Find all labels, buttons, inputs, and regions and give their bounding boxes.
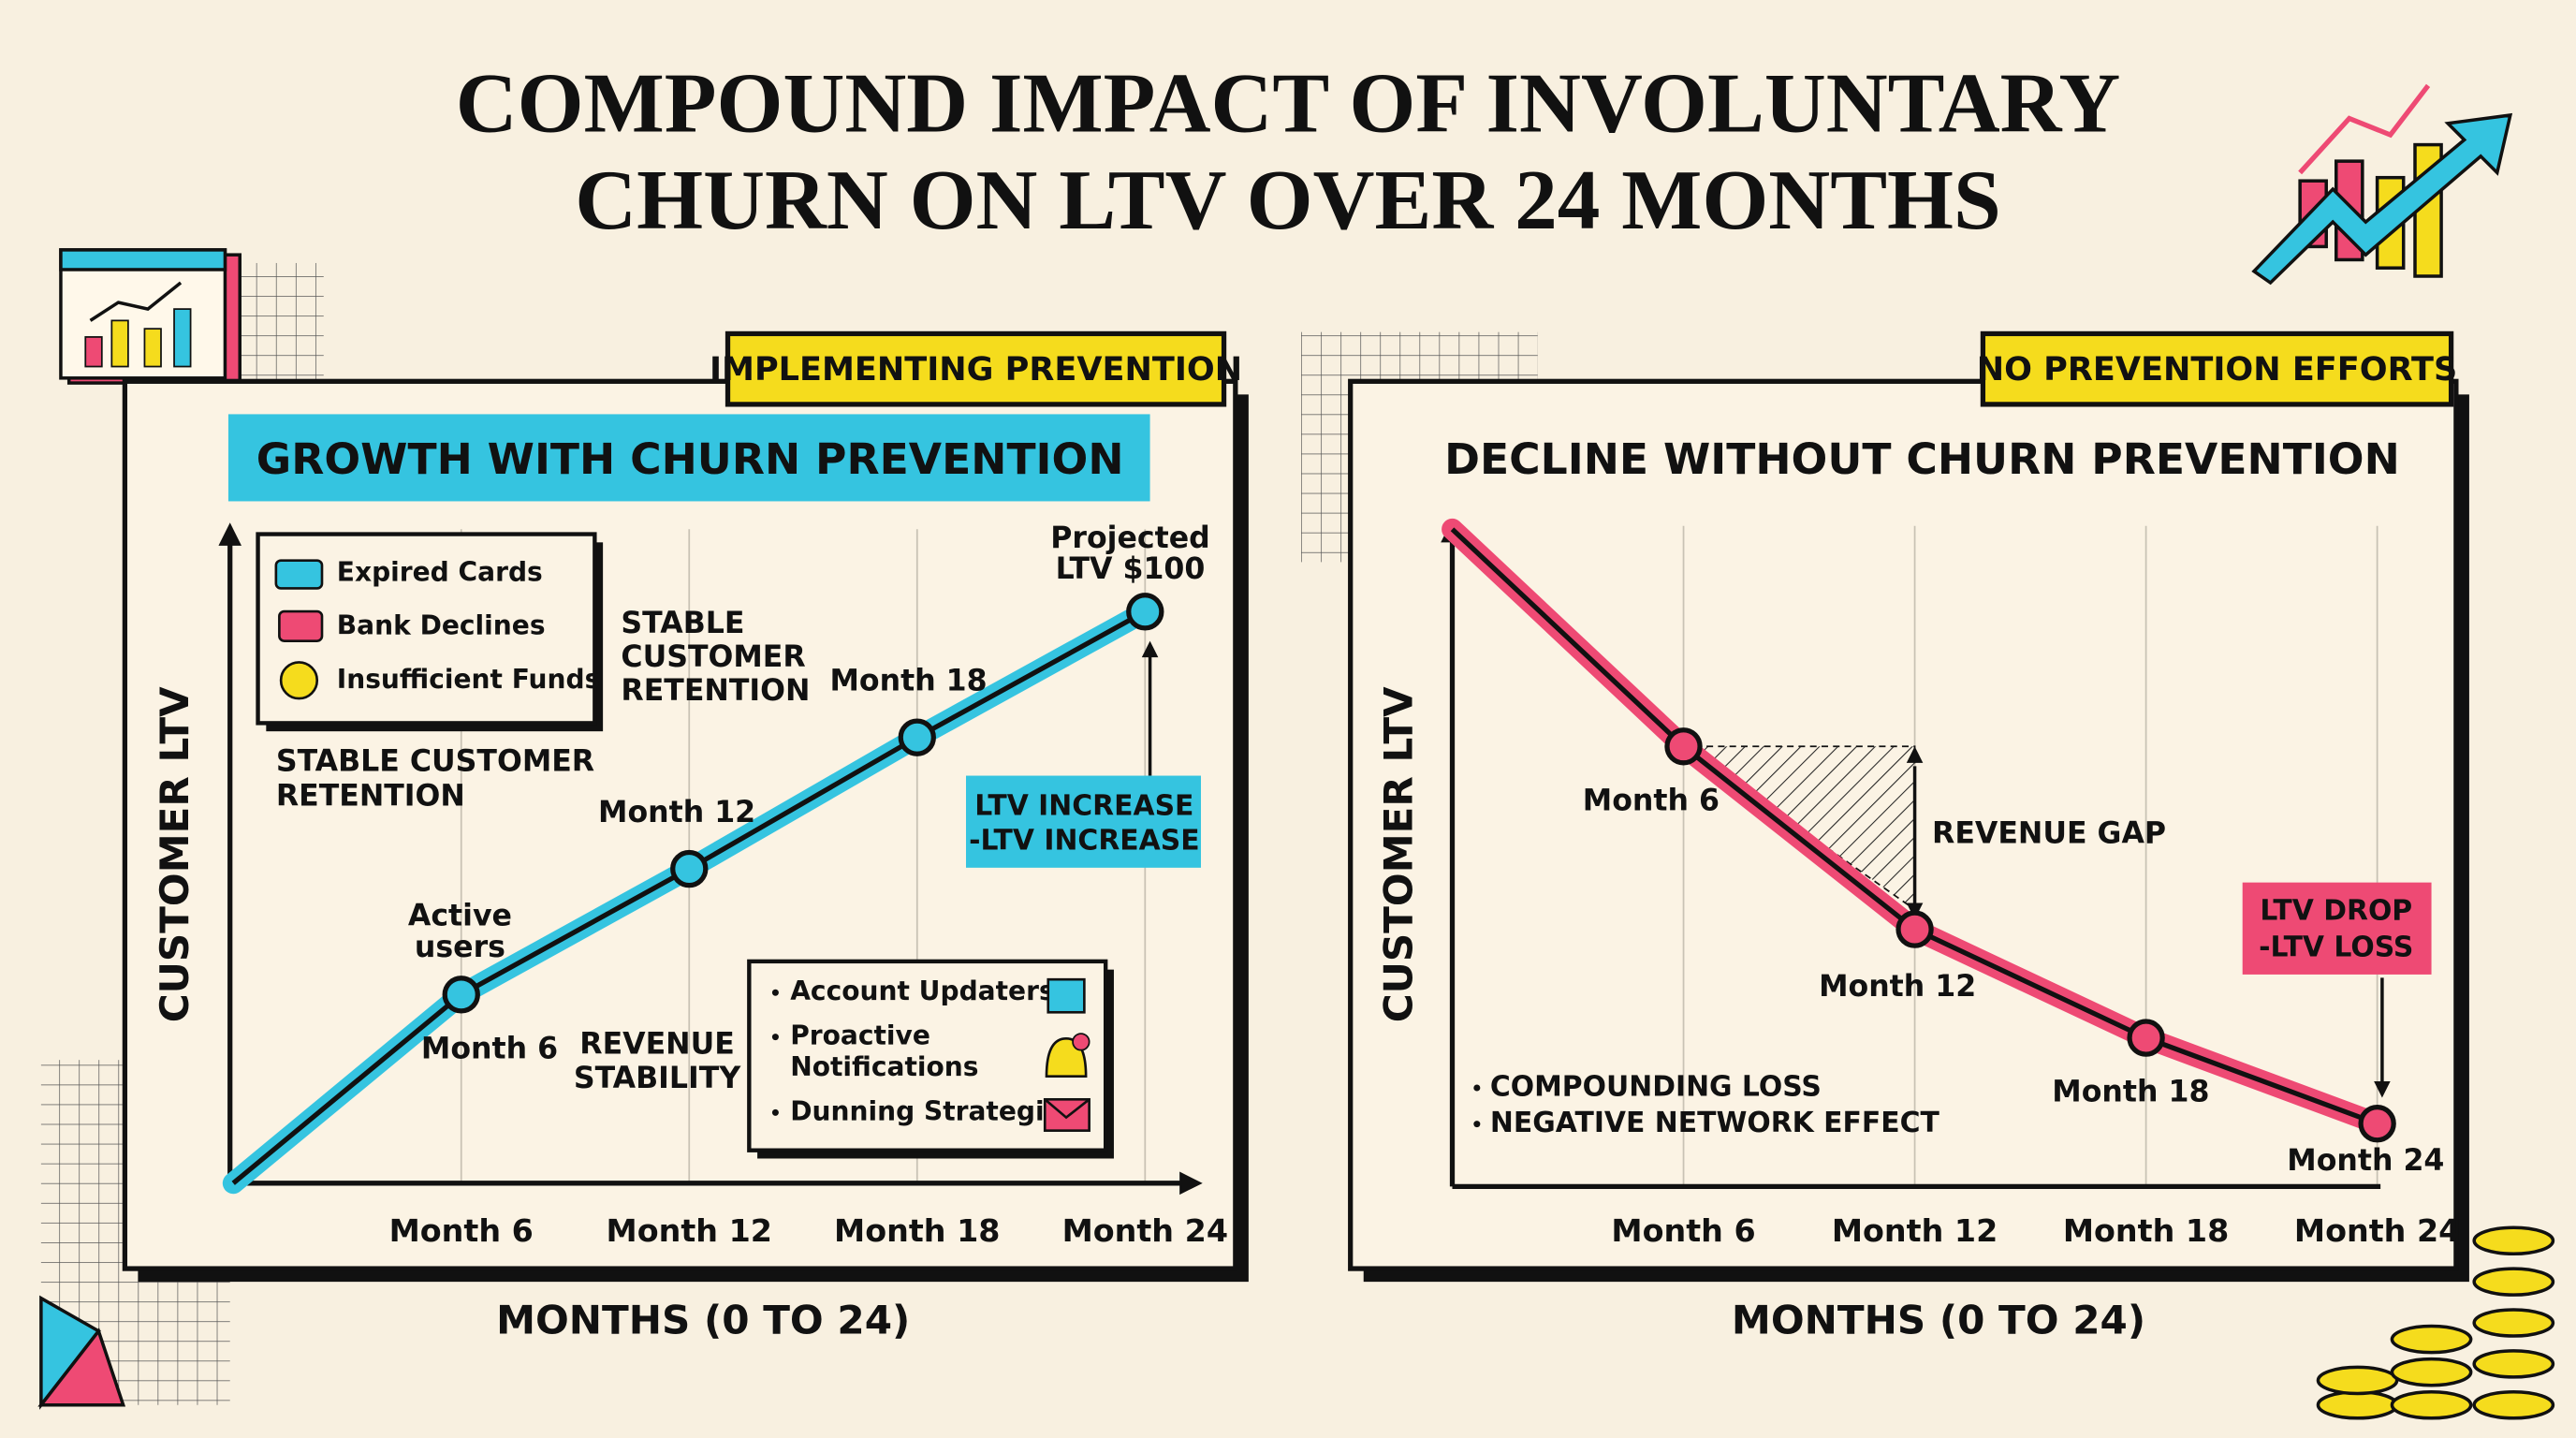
page-title: CHURN ON LTV OVER 24 MONTHS: [575, 153, 2001, 247]
annotation: Month 18: [830, 665, 988, 698]
x-axis-label: MONTHS (0 TO 24): [1732, 1297, 2145, 1343]
y-axis-label: CUSTOMER LTV: [152, 686, 198, 1022]
tactic: Proactive: [790, 1020, 930, 1051]
tactic: Dunning Strategies: [790, 1095, 1077, 1126]
x-tick-label: Month 24: [1062, 1212, 1228, 1249]
bullet: [771, 1108, 779, 1116]
arrow-head: [2374, 1081, 2391, 1098]
annotation: STABILITY: [574, 1062, 741, 1095]
callout-box: [2242, 882, 2432, 975]
legend-icon: [278, 609, 324, 642]
data-point: [2127, 1019, 2165, 1057]
bullet: [771, 989, 779, 996]
x-tick-label: Month 18: [834, 1212, 1000, 1249]
data-point: [670, 849, 709, 888]
legend-icon: [274, 559, 324, 590]
callout: LTV INCREASE: [974, 789, 1193, 822]
x-tick-label: Month 12: [1832, 1212, 1998, 1249]
note: COMPOUNDING LOSS: [1490, 1071, 1822, 1104]
arrow-head: [1141, 640, 1159, 658]
data-point: [2358, 1104, 2396, 1143]
data-point: [898, 718, 936, 756]
x-tick-label: Month 18: [2063, 1212, 2229, 1249]
annotation: REVENUE GAP: [1932, 817, 2166, 851]
tactic-icon: [1072, 1033, 1090, 1051]
arrow-head: [1906, 746, 1924, 763]
x-axis-label: MONTHS (0 TO 24): [496, 1297, 910, 1343]
annotation: Month 6: [421, 1033, 558, 1066]
tactic: Account Updaters: [790, 976, 1054, 1006]
x-tick-label: Month 6: [389, 1212, 534, 1249]
legend-label: Bank Declines: [337, 610, 546, 641]
annotation: Month 12: [598, 796, 755, 829]
bullet: [1473, 1084, 1481, 1092]
annotation: REVENUE: [579, 1027, 735, 1061]
annotation: RETENTION: [621, 674, 810, 708]
deco-coins: [2316, 1225, 2555, 1420]
data-point: [1126, 593, 1164, 631]
legend-label: Expired Cards: [337, 557, 543, 588]
deco-trend: [2251, 83, 2513, 286]
callout: -LTV INCREASE: [969, 824, 1200, 857]
title-box: [227, 414, 1150, 502]
annotation: Month 6: [1583, 785, 1720, 818]
legend-icon: [279, 661, 319, 700]
tactic: Notifications: [790, 1051, 978, 1082]
legend-label: Insufficient Funds: [337, 664, 601, 695]
note: NEGATIVE NETWORK EFFECT: [1490, 1107, 1940, 1139]
annotation: CUSTOMER: [621, 640, 805, 674]
chart-title: GROWTH WITH CHURN PREVENTION: [256, 434, 1124, 484]
data-point: [1895, 910, 1934, 948]
data-point: [442, 976, 480, 1014]
bullet: [1473, 1121, 1481, 1128]
x-tick-label: Month 12: [607, 1212, 772, 1249]
annotation: users: [415, 931, 505, 964]
y-axis-label: CUSTOMER LTV: [1376, 686, 1422, 1022]
badge-box: [1980, 330, 2454, 407]
annotation: Month 18: [2052, 1075, 2209, 1108]
arrow-head: [218, 522, 242, 546]
tactic-icon: [1044, 1098, 1090, 1120]
x-tick-label: Month 24: [2294, 1212, 2460, 1249]
annotation: Projected: [1050, 521, 1210, 555]
badge-box: [724, 330, 1227, 407]
annotation: Month 24: [2287, 1144, 2444, 1178]
arrow-head: [1179, 1171, 1203, 1196]
badge: IMPLEMENTING PREVENTION: [710, 350, 1242, 389]
chart-title: DECLINE WITHOUT CHURN PREVENTION: [1444, 434, 2400, 484]
annotation: Month 12: [1819, 970, 1976, 1004]
deco-shape: [37, 1328, 126, 1407]
callout-box: [966, 775, 1201, 868]
tactic-icon: [1046, 977, 1086, 1014]
annotation: STABLE: [621, 607, 744, 640]
page-title: COMPOUND IMPACT OF INVOLUNTARY: [456, 55, 2120, 150]
annotation: LTV $100: [1056, 552, 1206, 586]
callout: -LTV LOSS: [2259, 931, 2413, 963]
deco-window: [59, 248, 242, 385]
annotation: Active: [408, 899, 512, 932]
annotation: STABLE CUSTOMER: [276, 745, 594, 779]
data-point: [1664, 727, 1703, 766]
callout: LTV DROP: [2260, 895, 2412, 928]
badge: NO PREVENTION EFFORTS: [1977, 350, 2457, 389]
annotation: RETENTION: [276, 779, 465, 813]
x-tick-label: Month 6: [1611, 1212, 1755, 1249]
bullet: [771, 1034, 779, 1041]
